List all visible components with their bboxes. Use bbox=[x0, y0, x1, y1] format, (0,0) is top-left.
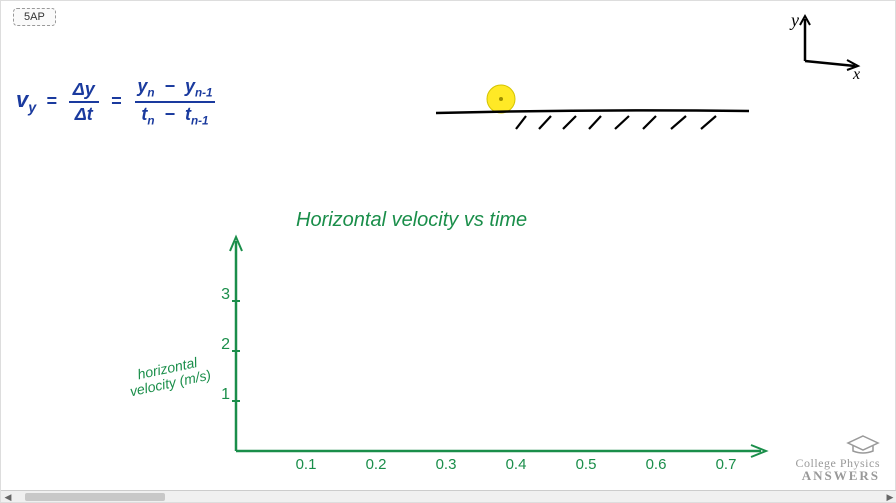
ytick-label: 1 bbox=[210, 386, 230, 404]
equals-1: = bbox=[46, 91, 57, 112]
coordinate-axes: y x bbox=[785, 11, 865, 81]
xtick-label: 0.3 bbox=[431, 456, 461, 473]
velocity-equation: vy = Δy Δt = yn − yn-1 tn − tn-1 bbox=[16, 76, 219, 127]
graduation-cap-icon bbox=[846, 433, 880, 455]
xtick-label: 0.7 bbox=[711, 456, 741, 473]
ball-on-ground-diagram bbox=[431, 81, 751, 141]
xtick-label: 0.2 bbox=[361, 456, 391, 473]
problem-tag: 5AP bbox=[13, 8, 56, 26]
horizontal-scrollbar[interactable]: ◀ ▶ bbox=[1, 490, 896, 502]
eq-lhs: vy bbox=[16, 87, 36, 116]
xtick-label: 0.5 bbox=[571, 456, 601, 473]
frac-expanded: yn − yn-1 tn − tn-1 bbox=[131, 76, 218, 127]
scroll-right-arrow-icon[interactable]: ▶ bbox=[883, 492, 896, 502]
equals-2: = bbox=[111, 91, 122, 112]
xtick-label: 0.4 bbox=[501, 456, 531, 473]
scroll-track[interactable] bbox=[15, 491, 883, 502]
chart-axes bbox=[216, 231, 776, 481]
chart-title: Horizontal velocity vs time bbox=[296, 209, 527, 232]
scroll-thumb[interactable] bbox=[25, 493, 165, 501]
chart-y-label: horizontal velocity (m/s) bbox=[122, 352, 216, 401]
y-axis-label: y bbox=[789, 11, 799, 30]
scroll-left-arrow-icon[interactable]: ◀ bbox=[1, 492, 15, 502]
ytick-label: 2 bbox=[210, 336, 230, 354]
watermark-line2: ANSWERS bbox=[796, 469, 881, 482]
xtick-label: 0.1 bbox=[291, 456, 321, 473]
x-axis-label: x bbox=[852, 66, 860, 81]
watermark-logo: College Physics ANSWERS bbox=[796, 433, 881, 482]
xtick-label: 0.6 bbox=[641, 456, 671, 473]
ytick-label: 3 bbox=[210, 286, 230, 304]
frac-delta: Δy Δt bbox=[67, 79, 101, 125]
velocity-chart: Horizontal velocity vs time horizontal v… bbox=[216, 231, 776, 481]
